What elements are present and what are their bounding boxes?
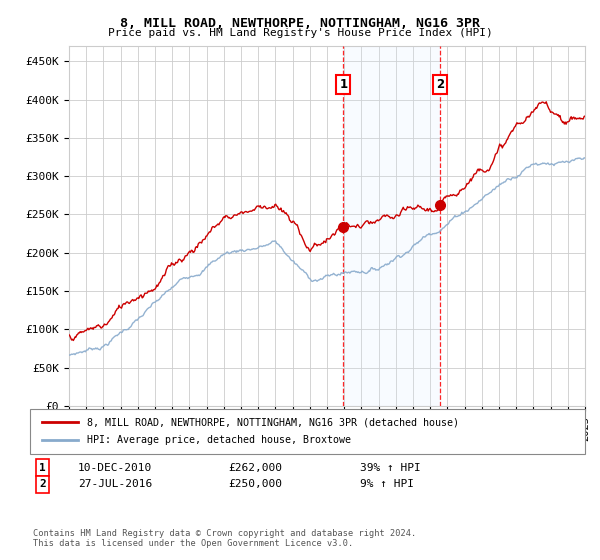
- Bar: [343, 46, 440, 406]
- Text: 8, MILL ROAD, NEWTHORPE, NOTTINGHAM, NG16 3PR: 8, MILL ROAD, NEWTHORPE, NOTTINGHAM, NG1…: [120, 17, 480, 30]
- Text: £250,000: £250,000: [228, 479, 282, 489]
- Text: 39% ↑ HPI: 39% ↑ HPI: [360, 463, 421, 473]
- Text: 1: 1: [39, 463, 46, 473]
- Text: This data is licensed under the Open Government Licence v3.0.: This data is licensed under the Open Gov…: [33, 539, 353, 548]
- Text: 8, MILL ROAD, NEWTHORPE, NOTTINGHAM, NG16 3PR (detached house): 8, MILL ROAD, NEWTHORPE, NOTTINGHAM, NG1…: [87, 417, 459, 427]
- Text: Price paid vs. HM Land Registry's House Price Index (HPI): Price paid vs. HM Land Registry's House …: [107, 28, 493, 38]
- Text: HPI: Average price, detached house, Broxtowe: HPI: Average price, detached house, Brox…: [87, 435, 351, 445]
- Text: 2: 2: [39, 479, 46, 489]
- Text: Contains HM Land Registry data © Crown copyright and database right 2024.: Contains HM Land Registry data © Crown c…: [33, 529, 416, 538]
- Text: 1: 1: [339, 78, 347, 91]
- Text: 27-JUL-2016: 27-JUL-2016: [78, 479, 152, 489]
- Text: 9% ↑ HPI: 9% ↑ HPI: [360, 479, 414, 489]
- Text: 10-DEC-2010: 10-DEC-2010: [78, 463, 152, 473]
- Text: 2: 2: [436, 78, 444, 91]
- Text: £262,000: £262,000: [228, 463, 282, 473]
